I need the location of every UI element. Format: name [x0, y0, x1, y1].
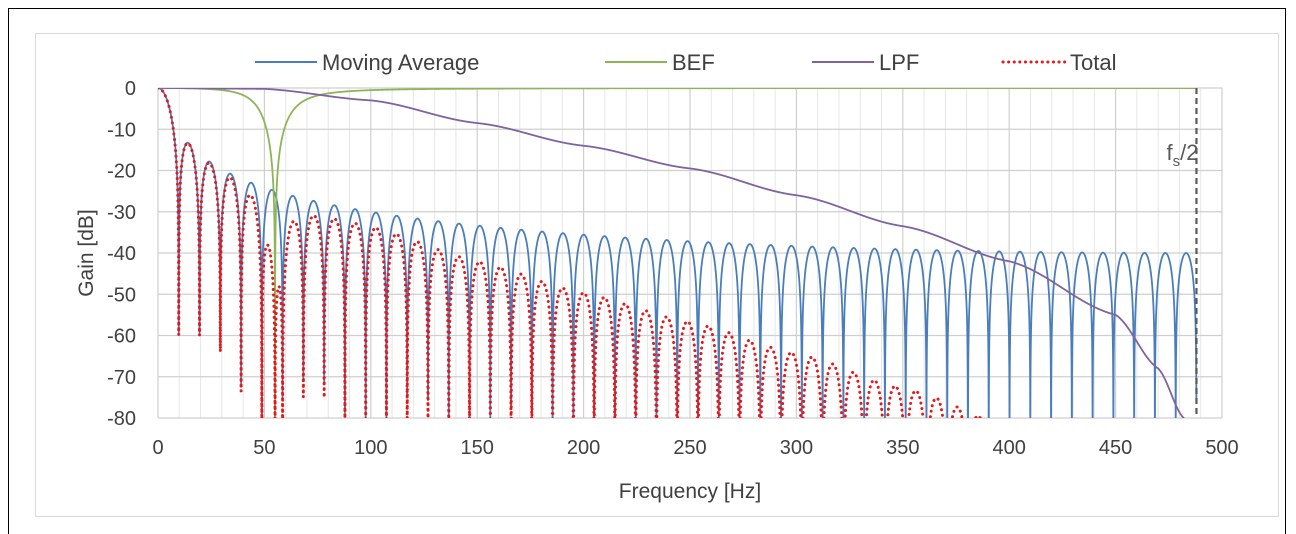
- x-tick-label: 150: [461, 437, 494, 459]
- series-moving-average-line: [158, 88, 1198, 418]
- x-tick-label: 100: [354, 437, 387, 459]
- legend: Moving Average BEF LPF Total: [255, 50, 1116, 75]
- x-tick-label: 450: [1099, 437, 1132, 459]
- x-tick-label: 500: [1205, 437, 1238, 459]
- legend-label: Moving Average: [322, 50, 479, 75]
- x-axis-title: Frequency [Hz]: [619, 480, 761, 503]
- y-tick-label: -50: [107, 284, 136, 306]
- x-tick-label: 0: [152, 437, 163, 459]
- y-axis-title: Gain [dB]: [75, 209, 98, 297]
- series-layer: [158, 88, 1198, 418]
- nyquist-label: fs/2: [1166, 140, 1198, 170]
- y-tick-label: -40: [107, 243, 136, 265]
- figure-frame: [8, 8, 1286, 534]
- y-tick-label: -60: [107, 326, 136, 348]
- major-gridlines: [157, 87, 1223, 419]
- y-tick-label: -10: [107, 119, 136, 141]
- x-tick-label: 400: [993, 437, 1026, 459]
- x-tick-label: 50: [253, 437, 275, 459]
- x-tick-label: 200: [567, 437, 600, 459]
- x-tick-label: 350: [886, 437, 919, 459]
- series-bef-line: [158, 88, 1197, 418]
- nyquist-marker: fs/2: [1166, 88, 1198, 418]
- x-axis-ticks: 0 50 100 150 200 250 300 350 400 450 500: [152, 437, 1238, 459]
- y-tick-label: -70: [107, 367, 136, 389]
- series-total-line: [158, 88, 982, 418]
- y-tick-label: -80: [107, 408, 136, 430]
- legend-label: Total: [1070, 50, 1116, 75]
- x-tick-label: 300: [780, 437, 813, 459]
- y-tick-label: -20: [107, 161, 136, 183]
- legend-label: LPF: [879, 50, 919, 75]
- y-axis-ticks: 0 -10 -20 -30 -40 -50 -60 -70 -80: [107, 78, 136, 430]
- legend-label: BEF: [672, 50, 715, 75]
- series-lpf-line: [158, 88, 1185, 418]
- x-tick-label: 250: [673, 437, 706, 459]
- y-tick-label: 0: [125, 78, 136, 100]
- y-tick-label: -30: [107, 202, 136, 224]
